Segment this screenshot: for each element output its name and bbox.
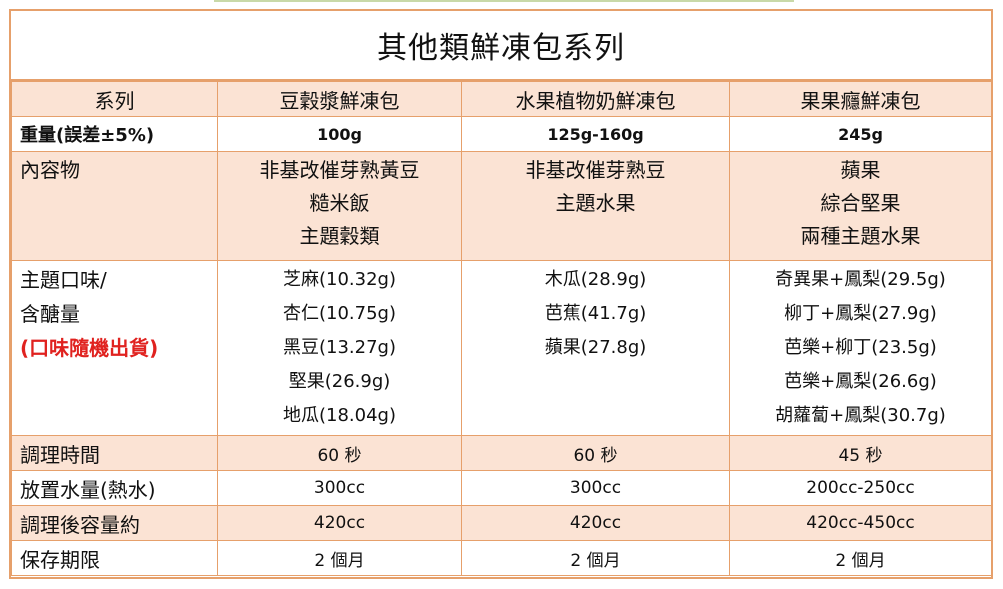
flavor-item: 杏仁(10.75g) [282,303,396,324]
weight-value: 100g [217,116,462,152]
flavor-label: 主題口味/ 含醣量 (口味隨機出貨) [11,260,218,436]
flavor-item: 芭樂+柳丁(23.5g) [784,337,937,358]
cook-time-value: 45 秒 [729,435,992,471]
cook-time-value: 60 秒 [217,435,462,471]
flavor-item: 奇異果+鳳梨(29.5g) [775,269,946,290]
shelf-life-value: 2 個月 [461,540,730,576]
content-item: 糙米飯 [309,191,370,215]
contents-label: 內容物 [11,151,218,261]
col-header-3: 果果癮鮮凍包 [729,81,992,117]
contents-row: 內容物 非基改催芽熟黃豆 糙米飯 主題穀類 非基改催芽熟豆 主題水果 蘋果 綜合… [11,151,992,261]
water-value: 300cc [461,470,730,506]
weight-label: 重量(誤差±5%) [11,116,218,152]
weight-value: 245g [729,116,992,152]
weight-row: 重量(誤差±5%) 100g 125g-160g 245g [11,116,992,152]
col-header-1: 豆穀漿鮮凍包 [217,81,462,117]
flavor-item: 芭樂+鳳梨(26.6g) [784,371,937,392]
contents-cell: 非基改催芽熟黃豆 糙米飯 主題穀類 [217,151,462,261]
content-item: 綜合堅果 [820,191,901,215]
volume-label: 調理後容量約 [11,505,218,541]
water-row: 放置水量(熱水) 300cc 300cc 200cc-250cc [11,470,992,506]
water-value: 300cc [217,470,462,506]
page-title: 其他類鮮凍包系列 [11,11,991,81]
product-table-panel: 其他類鮮凍包系列 系列 豆穀漿鮮凍包 水果植物奶鮮凍包 果果癮鮮凍包 重量(誤差… [9,9,993,579]
contents-cell: 非基改催芽熟豆 主題水果 [461,151,730,261]
flavor-item: 蘋果(27.8g) [544,337,647,358]
flavor-item: 柳丁+鳳梨(27.9g) [784,303,937,324]
volume-value: 420cc-450cc [729,505,992,541]
header-row: 系列 豆穀漿鮮凍包 水果植物奶鮮凍包 果果癮鮮凍包 [11,81,992,117]
weight-value: 125g-160g [461,116,730,152]
flavor-row: 主題口味/ 含醣量 (口味隨機出貨) 芝麻(10.32g) 杏仁(10.75g)… [11,260,992,436]
contents-cell: 蘋果 綜合堅果 兩種主題水果 [729,151,992,261]
cook-time-value: 60 秒 [461,435,730,471]
spec-table: 系列 豆穀漿鮮凍包 水果植物奶鮮凍包 果果癮鮮凍包 重量(誤差±5%) 100g… [11,81,992,576]
cook-time-row: 調理時間 60 秒 60 秒 45 秒 [11,435,992,471]
flavor-item: 黑豆(13.27g) [282,337,396,358]
flavor-label-line: 含醣量 [20,302,80,326]
flavor-item: 芝麻(10.32g) [282,269,396,290]
shelf-life-label: 保存期限 [11,540,218,576]
flavor-item: 堅果(26.9g) [288,371,391,392]
shelf-life-row: 保存期限 2 個月 2 個月 2 個月 [11,540,992,576]
flavor-item: 胡蘿蔔+鳳梨(30.7g) [775,405,946,426]
header-label: 系列 [11,81,218,117]
shelf-life-value: 2 個月 [217,540,462,576]
volume-row: 調理後容量約 420cc 420cc 420cc-450cc [11,505,992,541]
content-item: 主題穀類 [299,224,380,248]
content-item: 蘋果 [840,158,881,182]
flavor-cell: 木瓜(28.9g) 芭蕉(41.7g) 蘋果(27.8g) [461,260,730,436]
shelf-life-value: 2 個月 [729,540,992,576]
content-item: 主題水果 [555,191,636,215]
water-value: 200cc-250cc [729,470,992,506]
content-item: 非基改催芽熟豆 [525,158,666,182]
flavor-item: 地瓜(18.04g) [282,405,396,426]
random-flavor-note: (口味隨機出貨) [20,336,159,360]
flavor-label-line: 主題口味/ [20,268,107,292]
content-item: 非基改催芽熟黃豆 [259,158,420,182]
water-label: 放置水量(熱水) [11,470,218,506]
col-header-2: 水果植物奶鮮凍包 [461,81,730,117]
content-item: 兩種主題水果 [800,224,921,248]
top-accent-line [214,0,794,2]
flavor-item: 木瓜(28.9g) [544,269,647,290]
flavor-item: 芭蕉(41.7g) [544,303,647,324]
volume-value: 420cc [217,505,462,541]
volume-value: 420cc [461,505,730,541]
cook-time-label: 調理時間 [11,435,218,471]
flavor-cell: 芝麻(10.32g) 杏仁(10.75g) 黑豆(13.27g) 堅果(26.9… [217,260,462,436]
flavor-cell: 奇異果+鳳梨(29.5g) 柳丁+鳳梨(27.9g) 芭樂+柳丁(23.5g) … [729,260,992,436]
